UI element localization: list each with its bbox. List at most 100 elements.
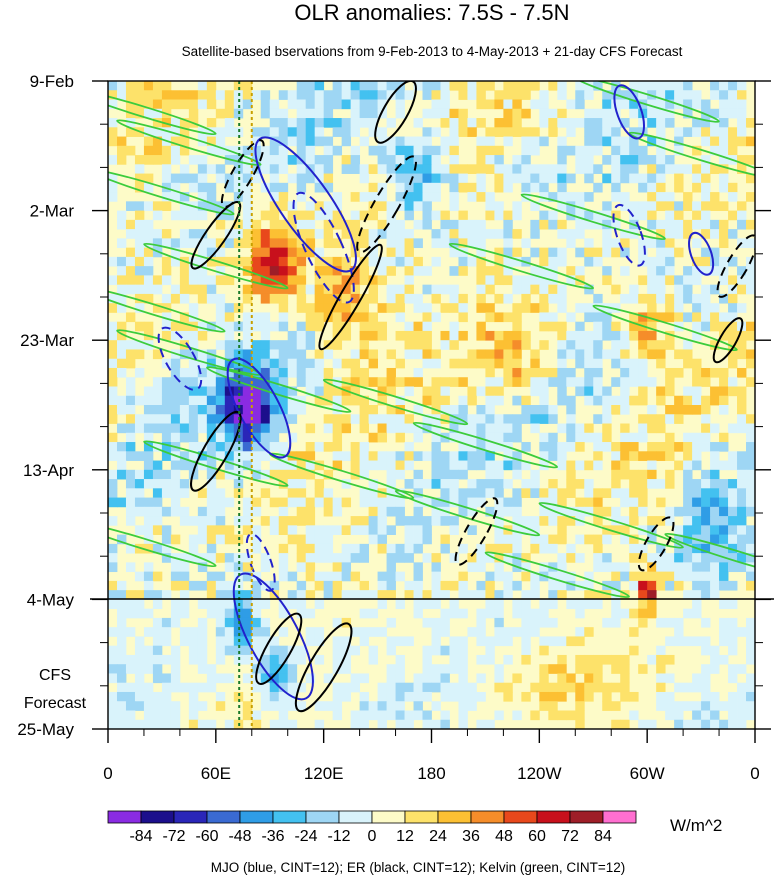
- anomaly-cell: [179, 423, 190, 434]
- anomaly-cell: [179, 293, 190, 304]
- anomaly-cell: [260, 701, 271, 711]
- anomaly-cell: [557, 201, 567, 211]
- anomaly-cell: [575, 155, 585, 165]
- anomaly-cell: [278, 118, 289, 128]
- anomaly-cell: [134, 590, 145, 600]
- anomaly-cell: [584, 599, 594, 610]
- anomaly-cell: [143, 664, 154, 674]
- anomaly-cell: [548, 414, 558, 424]
- anomaly-cell: [521, 127, 531, 137]
- anomaly-cell: [674, 682, 684, 693]
- anomaly-cell: [548, 284, 558, 295]
- anomaly-cell: [737, 386, 747, 397]
- anomaly-cell: [656, 275, 666, 286]
- anomaly-cell: [458, 636, 468, 647]
- anomaly-cell: [494, 266, 504, 276]
- anomaly-cell: [602, 432, 612, 443]
- anomaly-cell: [494, 506, 504, 517]
- anomaly-cell: [593, 562, 603, 573]
- anomaly-cell: [503, 654, 513, 665]
- anomaly-cell: [440, 543, 450, 554]
- anomaly-cell: [152, 127, 163, 137]
- anomaly-cell: [467, 386, 477, 397]
- anomaly-cell: [386, 386, 396, 397]
- anomaly-cell: [224, 108, 235, 119]
- anomaly-cell: [611, 506, 621, 517]
- anomaly-cell: [179, 238, 190, 249]
- y-tick-label: 13-Apr: [23, 461, 74, 480]
- anomaly-cell: [737, 701, 747, 711]
- anomaly-cell: [197, 155, 208, 165]
- anomaly-cell: [593, 293, 603, 304]
- anomaly-cell: [458, 423, 468, 434]
- anomaly-cell: [557, 664, 567, 674]
- anomaly-cell: [341, 164, 352, 174]
- anomaly-cell: [449, 405, 459, 415]
- anomaly-cell: [296, 127, 307, 137]
- anomaly-cell: [503, 691, 513, 702]
- anomaly-cell: [233, 349, 244, 360]
- anomaly-cell: [584, 506, 594, 517]
- anomaly-cell: [206, 256, 217, 267]
- anomaly-cell: [116, 219, 127, 230]
- anomaly-cell: [458, 691, 468, 702]
- anomaly-cell: [251, 719, 262, 729]
- anomaly-cell: [278, 627, 289, 637]
- anomaly-cell: [170, 405, 181, 415]
- anomaly-cell: [746, 553, 755, 563]
- anomaly-cell: [458, 645, 468, 656]
- anomaly-cell: [296, 266, 307, 276]
- anomaly-cell: [188, 516, 199, 526]
- anomaly-cell: [278, 229, 289, 239]
- anomaly-cell: [242, 599, 253, 610]
- anomaly-cell: [350, 164, 361, 174]
- anomaly-cell: [584, 654, 594, 665]
- anomaly-cell: [323, 525, 334, 535]
- anomaly-cell: [449, 414, 459, 424]
- anomaly-cell: [701, 118, 711, 128]
- anomaly-cell: [224, 525, 235, 535]
- anomaly-cell: [476, 293, 486, 304]
- anomaly-cell: [161, 525, 172, 535]
- anomaly-cell: [359, 164, 369, 174]
- anomaly-cell: [296, 701, 307, 711]
- anomaly-cell: [377, 516, 387, 526]
- anomaly-cell: [566, 330, 576, 341]
- anomaly-cell: [557, 395, 567, 406]
- anomaly-cell: [422, 284, 432, 295]
- anomaly-cell: [620, 395, 630, 406]
- anomaly-cell: [161, 99, 172, 110]
- anomaly-cell: [683, 340, 693, 350]
- anomaly-cell: [629, 155, 639, 165]
- anomaly-cell: [746, 432, 755, 443]
- anomaly-cell: [350, 145, 361, 156]
- anomaly-cell: [575, 201, 585, 211]
- anomaly-cell: [494, 182, 504, 193]
- anomaly-cell: [108, 90, 118, 100]
- anomaly-cell: [242, 710, 253, 721]
- anomaly-cell: [404, 386, 414, 397]
- anomaly-cell: [314, 599, 325, 610]
- anomaly-cell: [197, 81, 208, 91]
- anomaly-cell: [701, 442, 711, 452]
- anomaly-cell: [125, 99, 136, 110]
- anomaly-cell: [386, 303, 396, 313]
- anomaly-cell: [386, 451, 396, 461]
- anomaly-cell: [476, 497, 486, 508]
- anomaly-cell: [134, 303, 145, 313]
- anomaly-cell: [377, 377, 387, 387]
- anomaly-cell: [206, 90, 217, 100]
- anomaly-cell: [278, 516, 289, 526]
- anomaly-cell: [431, 108, 441, 119]
- anomaly-cell: [440, 386, 450, 397]
- anomaly-cell: [647, 562, 657, 573]
- anomaly-cell: [530, 99, 540, 110]
- anomaly-cell: [197, 701, 208, 711]
- anomaly-cell: [197, 90, 208, 100]
- anomaly-cell: [323, 534, 334, 545]
- anomaly-cell: [278, 136, 289, 147]
- anomaly-cell: [746, 479, 755, 489]
- anomaly-cell: [719, 525, 729, 535]
- anomaly-cell: [377, 571, 387, 582]
- anomaly-cell: [143, 386, 154, 397]
